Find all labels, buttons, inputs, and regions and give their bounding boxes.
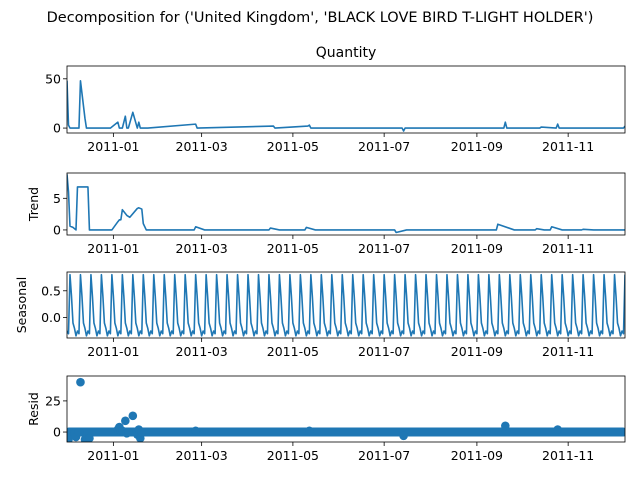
y-tick-label: 50: [45, 71, 61, 86]
x-tick-label: 2011-05: [267, 241, 319, 256]
x-tick-label: 2011-07: [358, 139, 410, 154]
y-tick-label: 0: [53, 121, 61, 136]
y-tick-label: 25: [45, 393, 61, 408]
resid-point: [191, 426, 200, 436]
resid-point: [74, 427, 84, 437]
y-axis-label-seasonal: Seasonal: [14, 277, 29, 334]
axes-frame-seasonal: [66, 271, 626, 339]
resid-point: [305, 426, 314, 436]
x-tick-label: 2011-01: [87, 344, 139, 359]
axes-frame-trend: [66, 172, 626, 236]
axes-frame-observed: [66, 65, 626, 134]
figure-suptitle: Decomposition for ('United Kingdom', 'BL…: [47, 10, 594, 26]
panel-resid: 0 25 2011-01 2011-03 2011-05 2011-07 2011-09 20…: [26, 375, 626, 463]
panel-observed: 0 50 2011-01 2011-03 2011-05 2011-07 2011-09 20…: [45, 65, 626, 154]
x-tick-label: 2011-09: [451, 241, 503, 256]
x-tick-label: 2011-05: [267, 344, 319, 359]
resid-point: [399, 431, 408, 441]
plot-area-observed: [67, 79, 625, 132]
y-tick-label: 0: [53, 425, 61, 440]
observed-line: [67, 79, 625, 132]
resid-point: [137, 427, 147, 437]
resid-point: [121, 416, 130, 426]
resid-point: [85, 433, 94, 442]
x-tick-label: 2011-07: [358, 241, 410, 256]
plot-area-trend: [67, 174, 625, 234]
plot-area-resid: [67, 377, 625, 442]
resid-point: [124, 427, 133, 437]
seasonal-line: [67, 273, 625, 337]
y-tick-label: 0: [53, 222, 61, 237]
resid-point: [553, 425, 562, 434]
x-tick-label: 2011-11: [542, 139, 594, 154]
y-axis-label-resid: Resid: [26, 392, 41, 426]
panel-seasonal: 0.0 0.5 2011-01 2011-03 2011-05 2011-07 2011-0…: [14, 271, 626, 359]
x-tick-label: 2011-05: [267, 139, 319, 154]
panel-trend: 0 5 2011-01 2011-03 2011-05 2011-07 2011-09 201…: [26, 172, 626, 256]
x-tick-label: 2011-03: [176, 241, 228, 256]
x-tick-label: 2011-11: [542, 344, 594, 359]
y-tick-label: 0.0: [41, 310, 61, 325]
x-tick-label: 2011-09: [451, 139, 503, 154]
x-tick-label: 2011-01: [87, 241, 139, 256]
x-tick-label: 2011-03: [176, 139, 228, 154]
x-tick-label: 2011-07: [358, 448, 410, 463]
x-tick-label: 2011-09: [451, 448, 503, 463]
x-tick-label: 2011-11: [542, 241, 594, 256]
plot-area-seasonal: [67, 273, 625, 337]
x-tick-label: 2011-03: [176, 448, 228, 463]
y-axis-label-trend: Trend: [26, 187, 41, 222]
y-tick-label: 0.5: [41, 283, 61, 298]
resid-point: [501, 421, 510, 431]
y-tick-label: 5: [53, 191, 61, 206]
x-tick-label: 2011-05: [267, 448, 319, 463]
resid-point: [76, 377, 85, 387]
x-tick-label: 2011-11: [542, 448, 594, 463]
panel-title-quantity: Quantity: [316, 45, 377, 61]
axes-frame-resid: [66, 375, 626, 443]
trend-line: [67, 174, 625, 234]
x-tick-label: 2011-07: [358, 344, 410, 359]
x-tick-label: 2011-01: [87, 139, 139, 154]
x-tick-label: 2011-01: [87, 448, 139, 463]
x-tick-label: 2011-09: [451, 344, 503, 359]
resid-point: [128, 411, 138, 421]
x-tick-label: 2011-03: [176, 344, 228, 359]
